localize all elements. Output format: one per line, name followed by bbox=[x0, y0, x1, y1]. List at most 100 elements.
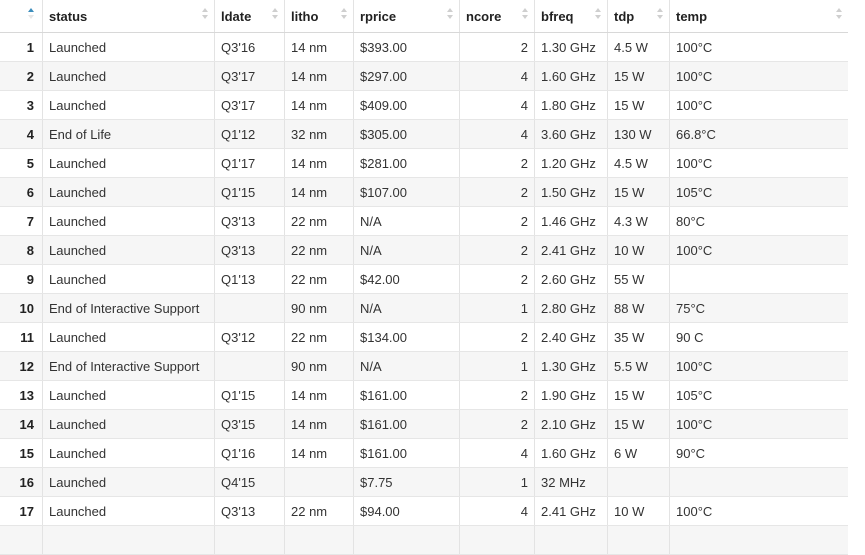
temp-cell: 100°C bbox=[676, 358, 713, 374]
bfreq-cell: 2.41 GHz bbox=[535, 236, 608, 264]
status-cell: Launched bbox=[43, 439, 215, 467]
litho-cell: 14 nm bbox=[285, 178, 354, 206]
ncore-cell: 4 bbox=[460, 62, 535, 90]
litho-cell: 90 nm bbox=[285, 352, 354, 380]
sort-icon[interactable] bbox=[657, 8, 664, 22]
column-header-bfreq[interactable]: bfreq bbox=[535, 0, 608, 32]
table-row[interactable]: 14 Launched Q3'15 14 nm $161.00 2 2.10 GHz 15 W… bbox=[0, 410, 848, 439]
status-cell: Launched bbox=[43, 468, 215, 496]
temp-cell: 75°C bbox=[676, 300, 706, 316]
column-header-rprice[interactable]: rprice bbox=[354, 0, 460, 32]
column-header-temp[interactable]: temp bbox=[670, 0, 848, 32]
ldate-cell bbox=[215, 294, 285, 322]
temp-cell bbox=[670, 468, 848, 496]
temp-cell bbox=[670, 526, 848, 554]
sort-ascending-icon[interactable] bbox=[28, 8, 35, 22]
row-number-header[interactable] bbox=[0, 0, 43, 32]
rprice-cell: $305.00 bbox=[354, 120, 460, 148]
column-header-ncore[interactable]: ncore bbox=[460, 0, 535, 32]
ldate-cell: Q3'13 bbox=[215, 497, 285, 525]
ldate-cell: Q1'17 bbox=[215, 149, 285, 177]
tdp-cell: 88 W bbox=[608, 294, 670, 322]
sort-icon[interactable] bbox=[341, 8, 348, 22]
litho-cell: 14 nm bbox=[285, 381, 354, 409]
ldate-cell: Q1'16 bbox=[215, 439, 285, 467]
table-row[interactable]: 13 Launched Q1'15 14 nm $161.00 2 1.90 GHz 15 W… bbox=[0, 381, 848, 410]
status-cell: Launched bbox=[43, 207, 215, 235]
rprice-cell: $161.00 bbox=[354, 410, 460, 438]
table-row[interactable]: 2 Launched Q3'17 14 nm $297.00 4 1.60 GHz 15 W 1… bbox=[0, 62, 848, 91]
bfreq-cell: 2.41 GHz bbox=[535, 497, 608, 525]
rprice-cell: $42.00 bbox=[354, 265, 460, 293]
table-row[interactable]: 12 End of Interactive Support 90 nm N/A 1 1.3… bbox=[0, 352, 848, 381]
table-row[interactable]: 15 Launched Q1'16 14 nm $161.00 4 1.60 GHz 6 W 9… bbox=[0, 439, 848, 468]
rprice-cell: $107.00 bbox=[354, 178, 460, 206]
sort-icon[interactable] bbox=[447, 8, 454, 22]
rprice-cell: $281.00 bbox=[354, 149, 460, 177]
row-number: 1 bbox=[0, 33, 43, 61]
ncore-cell: 2 bbox=[460, 178, 535, 206]
row-number: 12 bbox=[0, 352, 43, 380]
status-cell: Launched bbox=[43, 33, 215, 61]
temp-cell: 100°C bbox=[676, 242, 713, 258]
table-header: status ldate litho rprice ncore bfreq td… bbox=[0, 0, 848, 33]
rprice-cell: $161.00 bbox=[354, 381, 460, 409]
ncore-cell: 4 bbox=[460, 120, 535, 148]
table-row[interactable]: 17 Launched Q3'13 22 nm $94.00 4 2.41 GHz 10 W 1… bbox=[0, 497, 848, 526]
sort-icon[interactable] bbox=[595, 8, 602, 22]
ldate-cell: Q3'15 bbox=[215, 410, 285, 438]
tdp-cell: 15 W bbox=[608, 178, 670, 206]
table-row[interactable]: 1 Launched Q3'16 14 nm $393.00 2 1.30 GHz 4.5 W… bbox=[0, 33, 848, 62]
bfreq-cell: 1.30 GHz bbox=[535, 33, 608, 61]
bfreq-cell: 1.60 GHz bbox=[535, 439, 608, 467]
tdp-cell: 35 W bbox=[608, 323, 670, 351]
litho-cell: 14 nm bbox=[285, 410, 354, 438]
table-row[interactable]: 5 Launched Q1'17 14 nm $281.00 2 1.20 GHz 4.5 W… bbox=[0, 149, 848, 178]
tdp-cell: 130 W bbox=[608, 120, 670, 148]
ncore-cell: 1 bbox=[460, 352, 535, 380]
sort-icon[interactable] bbox=[202, 8, 209, 22]
ldate-cell: Q3'17 bbox=[215, 62, 285, 90]
table-row[interactable]: 4 End of Life Q1'12 32 nm $305.00 4 3.60 GHz 13… bbox=[0, 120, 848, 149]
table-row[interactable]: 10 End of Interactive Support 90 nm N/A 1 2.8… bbox=[0, 294, 848, 323]
temp-cell: 100°C bbox=[676, 97, 713, 113]
litho-cell: 90 nm bbox=[285, 294, 354, 322]
table-row[interactable]: 3 Launched Q3'17 14 nm $409.00 4 1.80 GHz 15 W 1… bbox=[0, 91, 848, 120]
vertical-scrollbar[interactable] bbox=[848, 0, 865, 534]
table-row[interactable]: 8 Launched Q3'13 22 nm N/A 2 2.41 GHz 10 W 100°C bbox=[0, 236, 848, 265]
ldate-cell bbox=[215, 526, 285, 554]
table-row[interactable]: 9 Launched Q1'13 22 nm $42.00 2 2.60 GHz 55 W bbox=[0, 265, 848, 294]
column-header-status[interactable]: status bbox=[43, 0, 215, 32]
status-cell: Launched bbox=[43, 497, 215, 525]
rprice-cell: $161.00 bbox=[354, 439, 460, 467]
litho-cell bbox=[285, 468, 354, 496]
bfreq-cell: 1.60 GHz bbox=[535, 62, 608, 90]
ncore-cell: 2 bbox=[460, 410, 535, 438]
column-header-tdp[interactable]: tdp bbox=[608, 0, 670, 32]
sort-icon[interactable] bbox=[272, 8, 279, 22]
table-row[interactable] bbox=[0, 526, 848, 555]
column-header-litho[interactable]: litho bbox=[285, 0, 354, 32]
tdp-cell bbox=[608, 468, 670, 496]
tdp-cell: 4.3 W bbox=[608, 207, 670, 235]
temp-cell: 100°C bbox=[676, 503, 713, 519]
ncore-cell: 1 bbox=[460, 294, 535, 322]
row-number: 5 bbox=[0, 149, 43, 177]
row-number: 8 bbox=[0, 236, 43, 264]
litho-cell bbox=[285, 526, 354, 554]
sort-icon[interactable] bbox=[836, 8, 843, 22]
bfreq-cell bbox=[535, 526, 608, 554]
status-cell: Launched bbox=[43, 236, 215, 264]
table-row[interactable]: 7 Launched Q3'13 22 nm N/A 2 1.46 GHz 4.3 W 80°C bbox=[0, 207, 848, 236]
table-row[interactable]: 11 Launched Q3'12 22 nm $134.00 2 2.40 GHz 35 W… bbox=[0, 323, 848, 352]
ncore-cell: 4 bbox=[460, 439, 535, 467]
bfreq-cell: 1.20 GHz bbox=[535, 149, 608, 177]
sort-icon[interactable] bbox=[522, 8, 529, 22]
table-row[interactable]: 6 Launched Q1'15 14 nm $107.00 2 1.50 GHz 15 W 1… bbox=[0, 178, 848, 207]
litho-cell: 14 nm bbox=[285, 33, 354, 61]
temp-cell: 90 C bbox=[676, 329, 704, 345]
ncore-cell: 2 bbox=[460, 323, 535, 351]
ldate-cell: Q3'13 bbox=[215, 207, 285, 235]
table-row[interactable]: 16 Launched Q4'15 $7.75 1 32 MHz bbox=[0, 468, 848, 497]
column-header-ldate[interactable]: ldate bbox=[215, 0, 285, 32]
